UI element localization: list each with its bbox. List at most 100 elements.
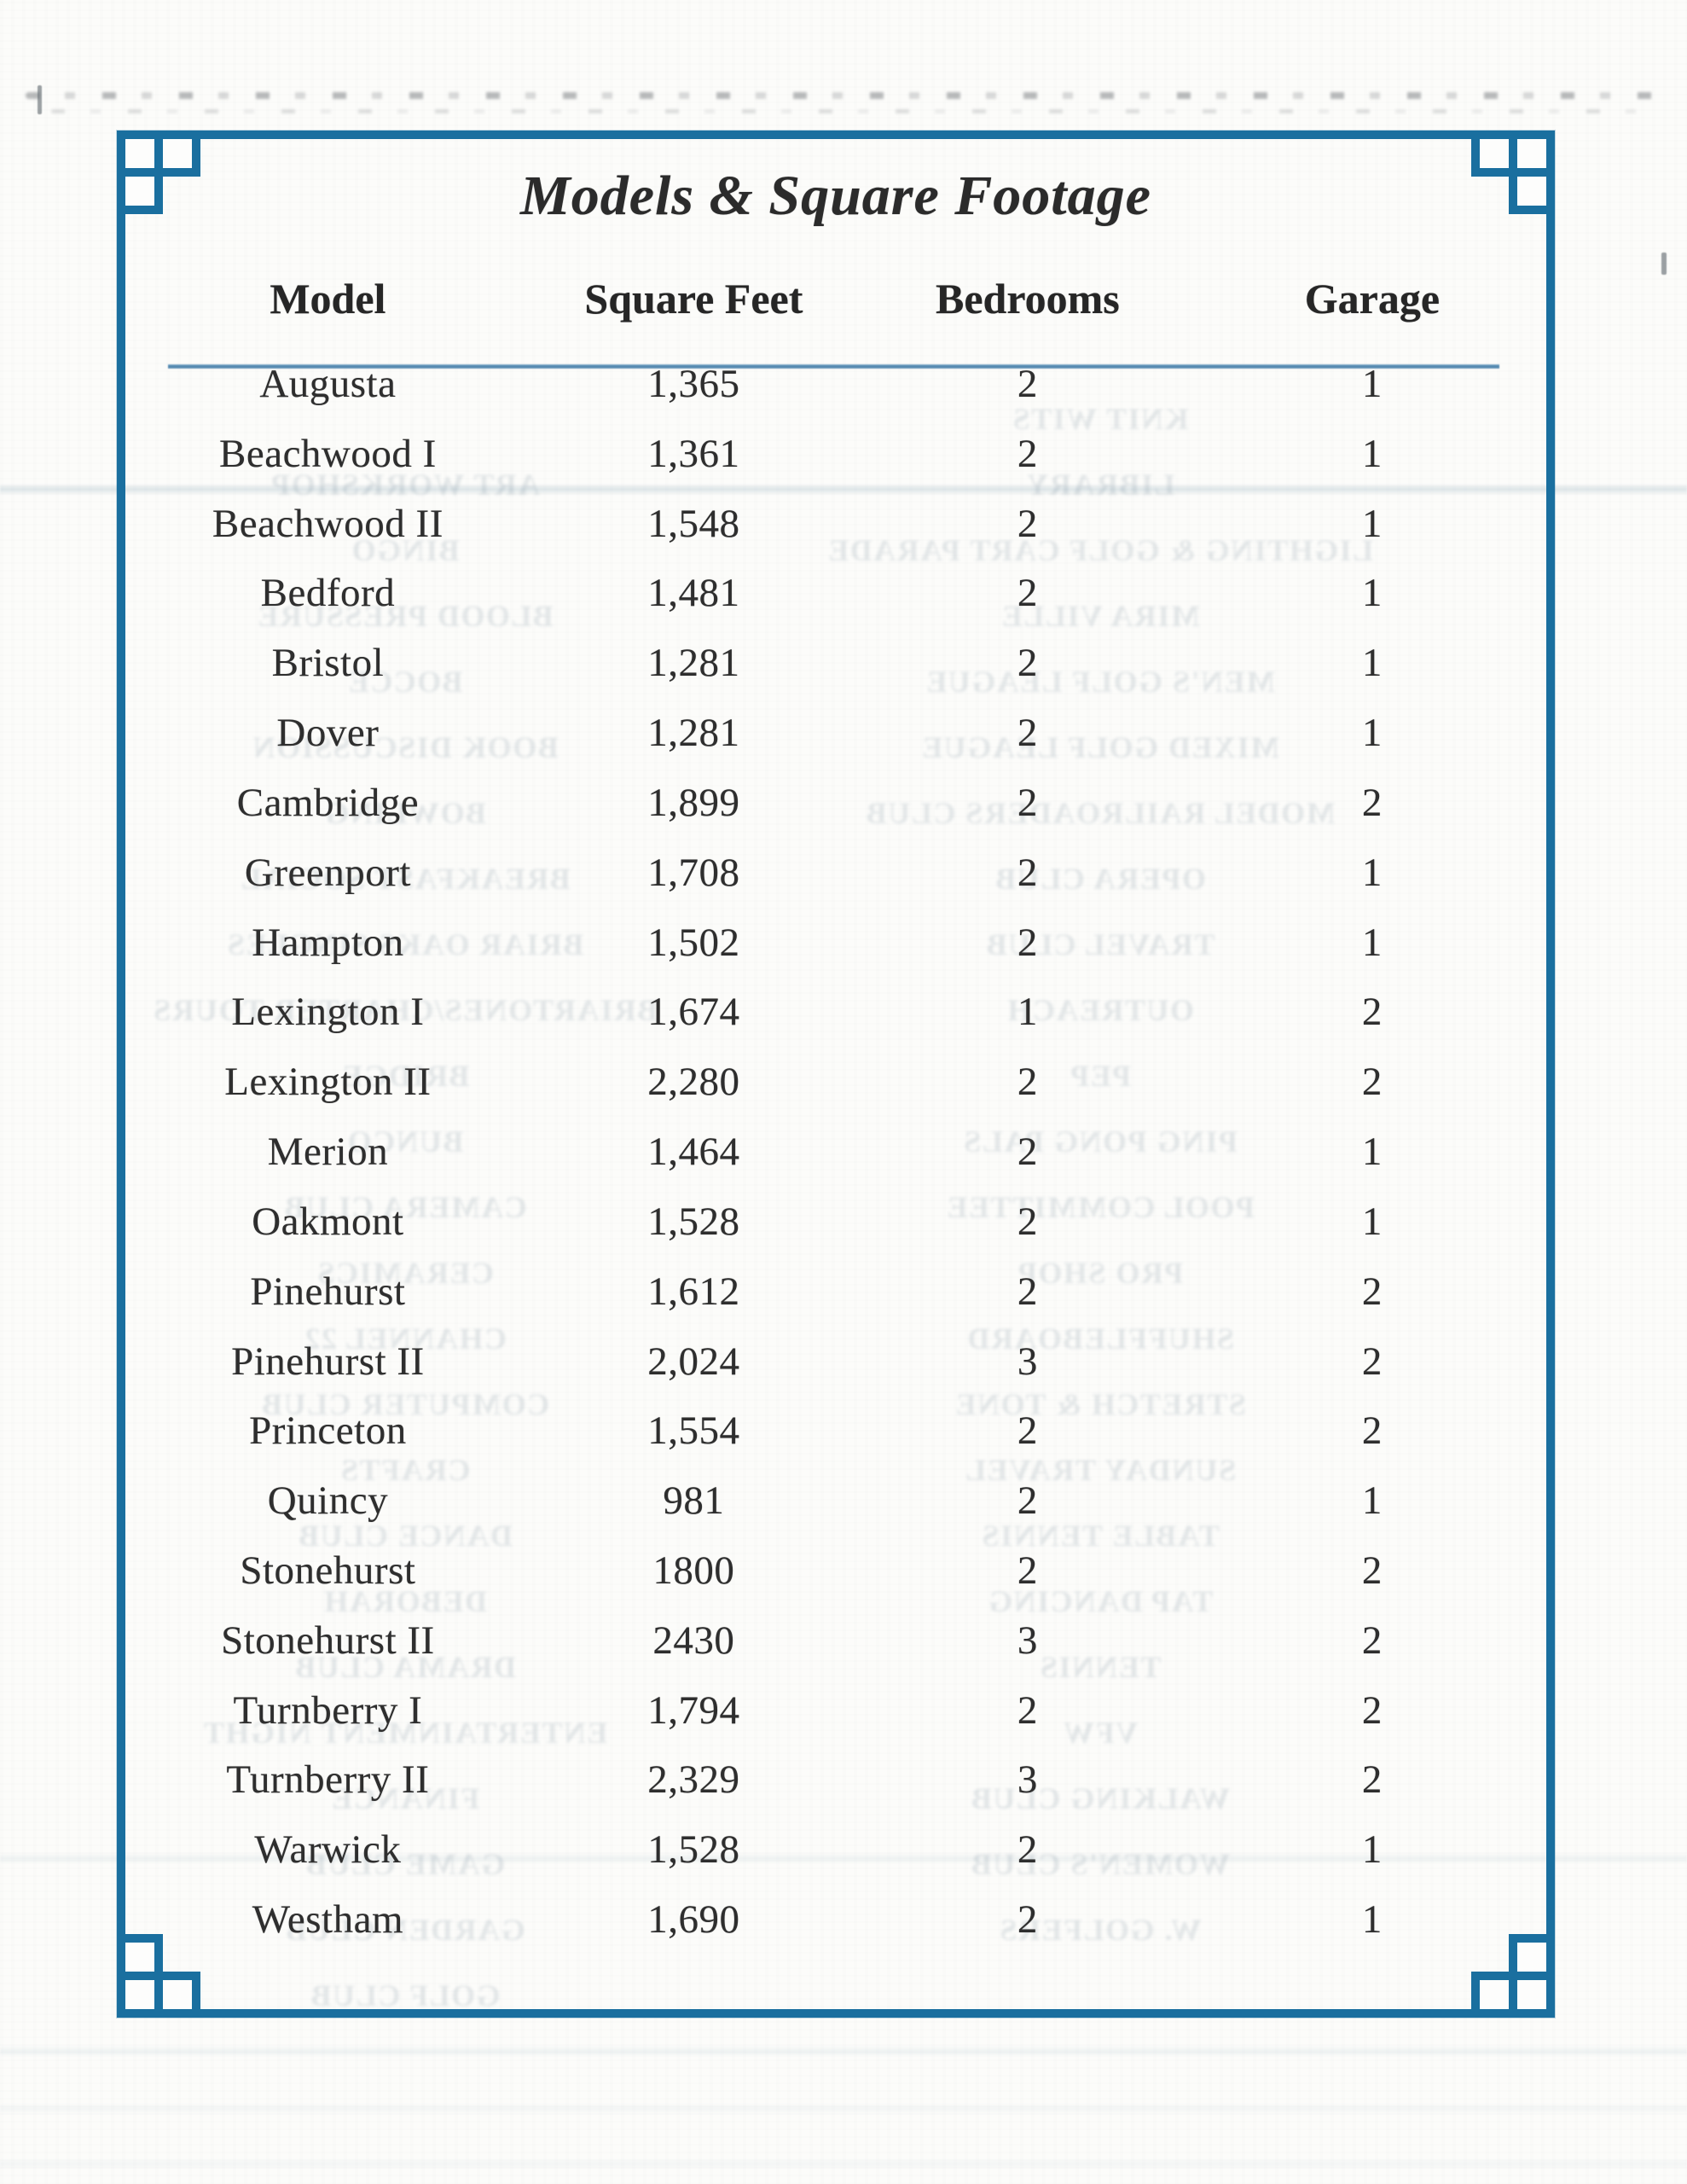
cell-square-feet: 1,674 <box>647 990 740 1035</box>
ornament-square <box>1509 168 1555 214</box>
cell-square-feet: 981 <box>663 1478 725 1524</box>
cell-garage: 2 <box>1361 780 1383 825</box>
cell-square-feet: 1,548 <box>647 501 740 546</box>
cell-model: Greenport <box>244 850 411 895</box>
cell-square-feet: 1,690 <box>647 1897 740 1943</box>
corner-ornament-top-left <box>117 131 200 214</box>
cell-bedrooms: 2 <box>1017 850 1038 895</box>
cell-square-feet: 1,528 <box>647 1199 740 1244</box>
cell-model: Westham <box>252 1897 404 1943</box>
ornament-square <box>154 1972 200 2018</box>
cell-model: Turnberry I <box>233 1687 423 1733</box>
cell-model: Warwick <box>254 1827 402 1873</box>
cell-garage: 2 <box>1361 1409 1383 1454</box>
cell-bedrooms: 2 <box>1017 1548 1038 1593</box>
ornament-square <box>117 1934 163 1980</box>
table-row: Stonehurst 1800 2 2 <box>125 1536 1546 1606</box>
scan-band-below-frame-2 <box>0 2103 1687 2114</box>
scan-smudge-top-2 <box>51 109 1638 113</box>
table-row: Quincy 981 2 1 <box>125 1466 1546 1536</box>
table-row: Bedford 1,481 2 1 <box>125 558 1546 628</box>
cell-square-feet: 1,794 <box>647 1687 740 1733</box>
cell-garage: 1 <box>1361 1827 1383 1873</box>
cell-bedrooms: 2 <box>1017 1130 1038 1175</box>
cell-bedrooms: 3 <box>1017 1618 1038 1663</box>
column-header-bedrooms: Bedrooms <box>936 275 1120 322</box>
cell-model: Bedford <box>260 571 396 616</box>
cell-square-feet: 1,281 <box>647 641 740 686</box>
cell-bedrooms: 1 <box>1017 990 1038 1035</box>
cell-model: Turnberry II <box>226 1757 430 1803</box>
column-header-model: Model <box>270 275 386 322</box>
cell-square-feet: 1,612 <box>647 1269 740 1314</box>
table-row: Merion 1,464 2 1 <box>125 1117 1546 1187</box>
table-frame: Models & Square Footage Model Square Fee… <box>117 131 1555 2018</box>
header-rule <box>168 364 1499 369</box>
scan-speck-right-edge <box>1661 253 1667 275</box>
table-row: Augusta 1,365 2 1 <box>125 349 1546 419</box>
cell-garage: 1 <box>1361 920 1383 965</box>
cell-model: Oakmont <box>252 1199 404 1244</box>
table-row: Cambridge 1,899 2 2 <box>125 768 1546 838</box>
cell-model: Beachwood II <box>212 501 443 546</box>
cell-model: Dover <box>276 711 380 756</box>
cell-model: Hampton <box>252 920 404 965</box>
cell-model: Merion <box>267 1130 389 1175</box>
cell-model: Princeton <box>249 1409 407 1454</box>
cell-model: Pinehurst <box>250 1269 406 1314</box>
cell-model: Cambridge <box>236 780 420 825</box>
cell-square-feet: 1,481 <box>647 571 740 616</box>
cell-bedrooms: 2 <box>1017 501 1038 546</box>
cell-bedrooms: 2 <box>1017 641 1038 686</box>
cell-bedrooms: 2 <box>1017 1409 1038 1454</box>
cell-garage: 1 <box>1361 431 1383 476</box>
cell-garage: 2 <box>1361 1757 1383 1803</box>
scan-band-below-frame-1 <box>0 2046 1687 2057</box>
scan-smudge-top <box>26 92 1655 99</box>
cell-bedrooms: 2 <box>1017 571 1038 616</box>
table-row: Lexington II 2,280 2 2 <box>125 1047 1546 1117</box>
table-row: Turnberry II 2,329 3 2 <box>125 1745 1546 1815</box>
cell-model: Lexington II <box>224 1060 432 1105</box>
corner-ornament-bottom-left <box>117 1934 200 2018</box>
cell-garage: 2 <box>1361 1618 1383 1663</box>
cell-garage: 1 <box>1361 641 1383 686</box>
cell-garage: 1 <box>1361 1199 1383 1244</box>
cell-model: Quincy <box>267 1478 389 1524</box>
table-row: Turnberry I 1,794 2 2 <box>125 1676 1546 1745</box>
table-row: Pinehurst 1,612 2 2 <box>125 1257 1546 1327</box>
cell-garage: 1 <box>1361 1130 1383 1175</box>
cell-square-feet: 1,554 <box>647 1409 740 1454</box>
cell-bedrooms: 2 <box>1017 920 1038 965</box>
cell-bedrooms: 2 <box>1017 1827 1038 1873</box>
ornament-square <box>1509 1934 1555 1980</box>
cell-model: Pinehurst II <box>231 1339 425 1384</box>
cell-garage: 1 <box>1361 1478 1383 1524</box>
cell-garage: 2 <box>1361 1687 1383 1733</box>
page-title: Models & Square Footage <box>520 165 1151 227</box>
table-row: Westham 1,690 2 1 <box>125 1885 1546 1955</box>
cell-square-feet: 1,528 <box>647 1827 740 1873</box>
cell-bedrooms: 3 <box>1017 1339 1038 1384</box>
table-row: Beachwood I 1,361 2 1 <box>125 419 1546 489</box>
cell-model: Beachwood I <box>219 431 437 476</box>
cell-garage: 1 <box>1361 850 1383 895</box>
table-row: Stonehurst II 2430 3 2 <box>125 1606 1546 1676</box>
cell-bedrooms: 2 <box>1017 361 1038 406</box>
table-row: Warwick 1,528 2 1 <box>125 1815 1546 1885</box>
cell-garage: 2 <box>1361 1548 1383 1593</box>
cell-bedrooms: 2 <box>1017 711 1038 756</box>
cell-garage: 2 <box>1361 1339 1383 1384</box>
table-row: Pinehurst II 2,024 3 2 <box>125 1327 1546 1397</box>
cell-garage: 1 <box>1361 1897 1383 1943</box>
cell-garage: 2 <box>1361 990 1383 1035</box>
cell-model: Bristol <box>271 641 385 686</box>
table-row: Beachwood II 1,548 2 1 <box>125 489 1546 559</box>
ornament-square <box>1471 131 1517 177</box>
cell-square-feet: 2,024 <box>647 1339 740 1384</box>
cell-bedrooms: 2 <box>1017 1897 1038 1943</box>
cell-bedrooms: 3 <box>1017 1757 1038 1803</box>
scan-band-lower <box>0 1853 1687 1864</box>
column-header-garage: Garage <box>1304 275 1441 322</box>
